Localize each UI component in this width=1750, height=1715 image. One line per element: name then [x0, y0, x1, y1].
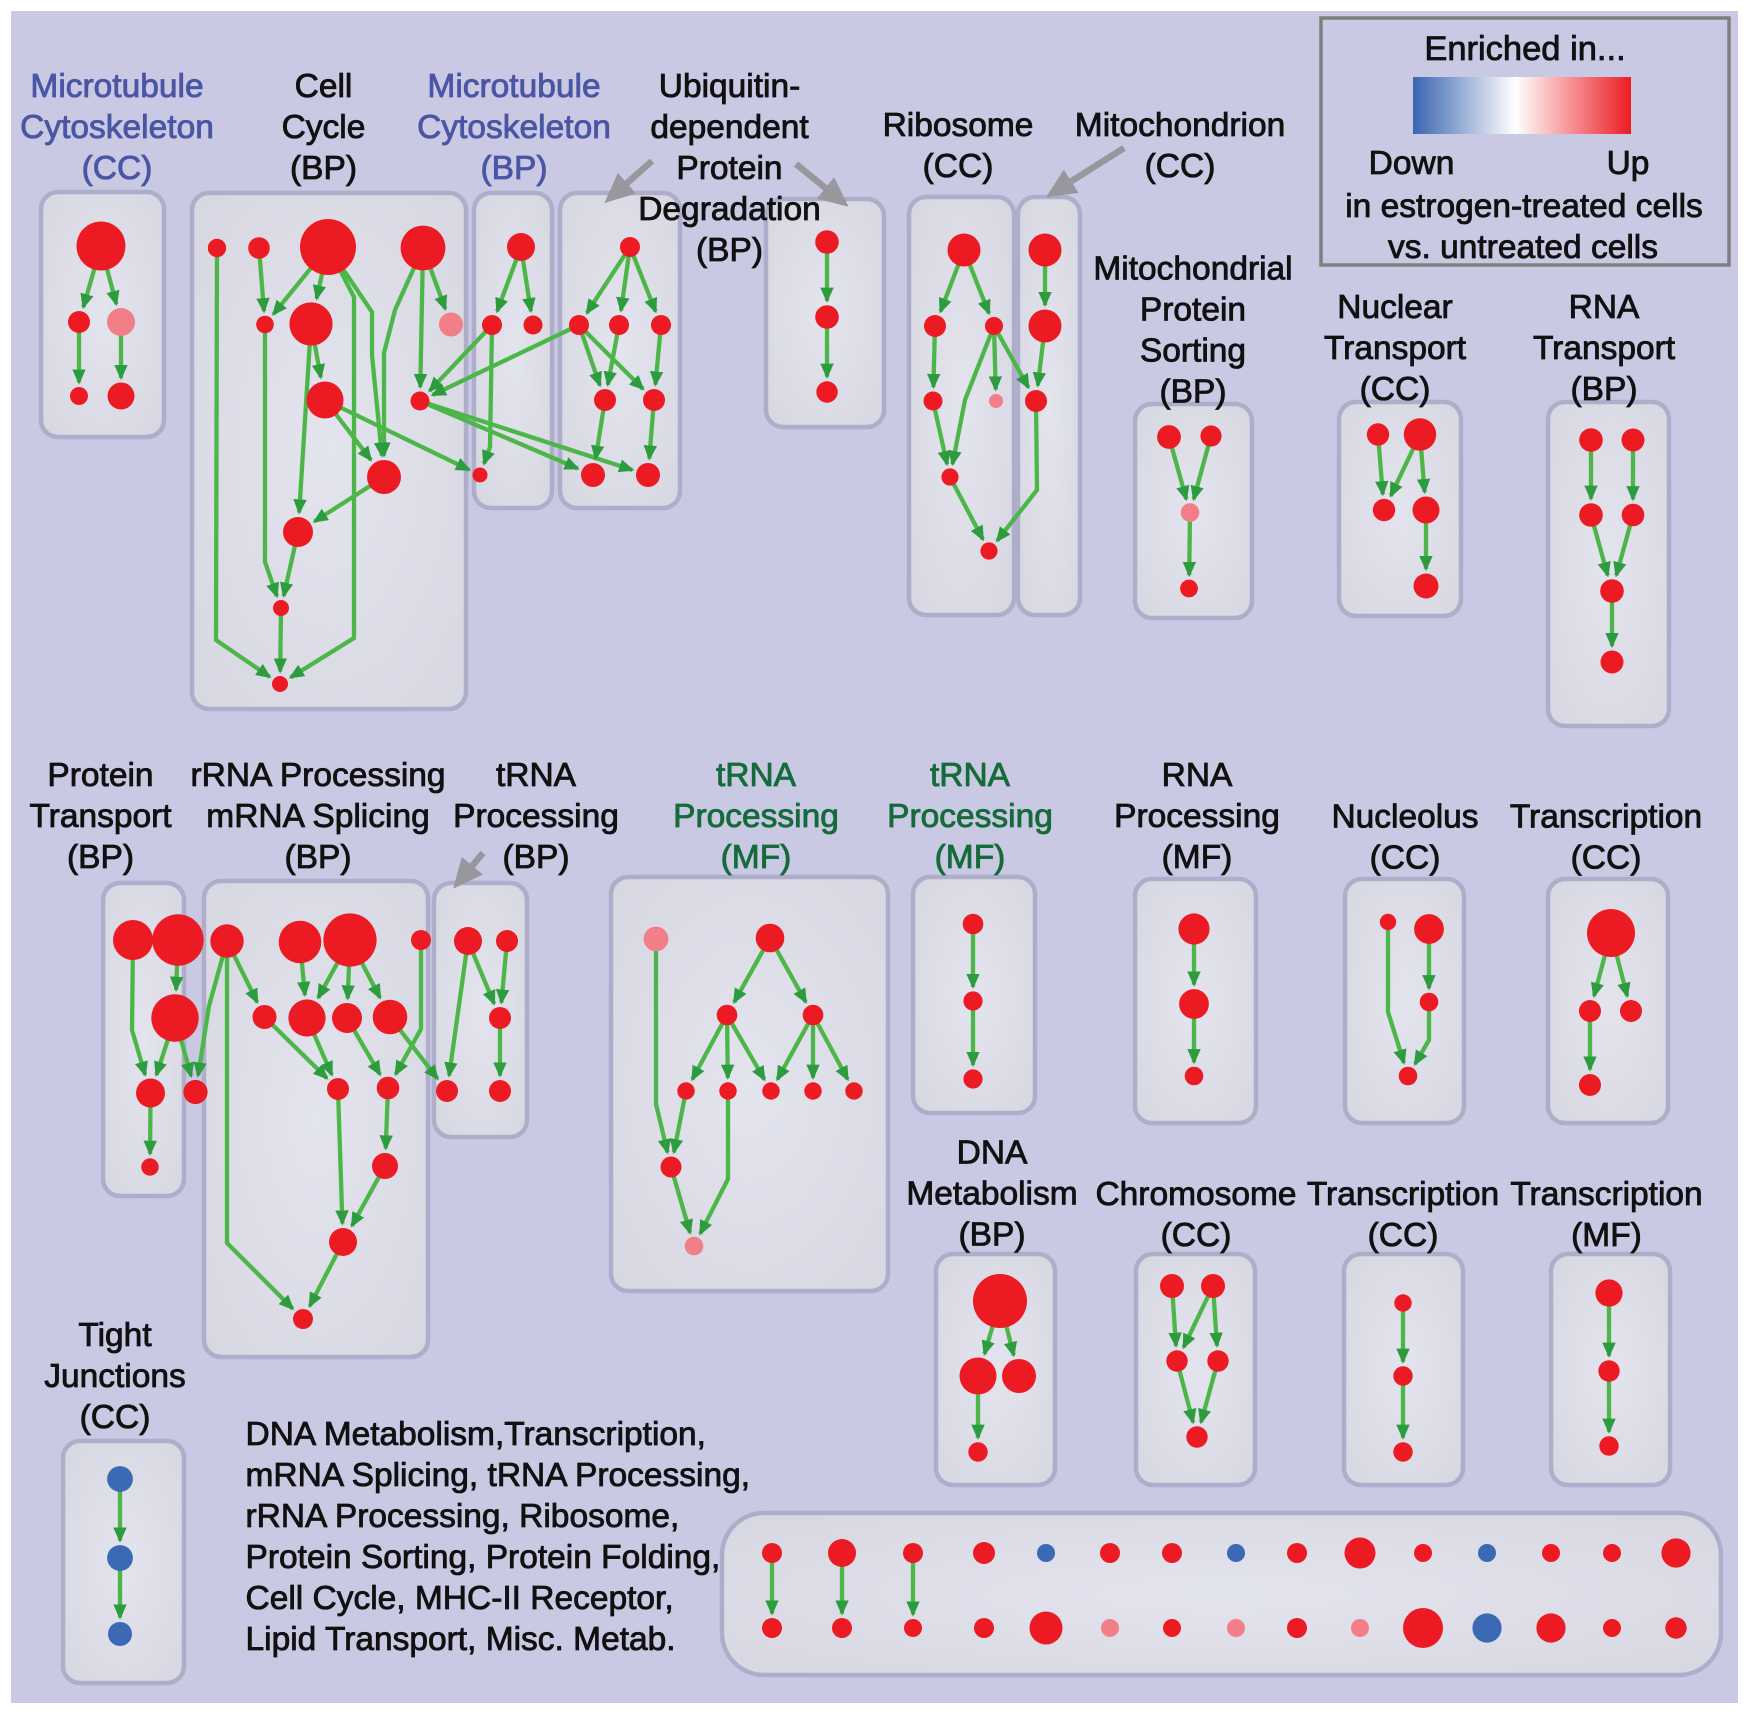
- svg-text:Down: Down: [1369, 145, 1455, 182]
- svg-text:DNA Metabolism,Transcription,: DNA Metabolism,Transcription,: [246, 1416, 706, 1453]
- svg-text:(CC): (CC): [1368, 1217, 1439, 1254]
- svg-text:Degradation: Degradation: [638, 191, 821, 228]
- svg-text:tRNA: tRNA: [716, 757, 797, 794]
- svg-text:rRNA Processing, Ribosome,: rRNA Processing, Ribosome,: [246, 1498, 680, 1535]
- svg-text:Junctions: Junctions: [44, 1358, 186, 1395]
- svg-text:Transcription: Transcription: [1510, 1176, 1702, 1213]
- svg-text:Cytoskeleton: Cytoskeleton: [417, 109, 611, 146]
- svg-text:Up: Up: [1607, 145, 1650, 182]
- svg-text:Protein: Protein: [1140, 292, 1246, 329]
- svg-text:Ribosome: Ribosome: [883, 107, 1034, 144]
- svg-text:Protein: Protein: [676, 150, 782, 187]
- svg-text:dependent: dependent: [650, 109, 809, 146]
- svg-text:vs. untreated cells: vs. untreated cells: [1388, 229, 1658, 266]
- svg-text:(BP): (BP): [285, 839, 352, 876]
- svg-text:tRNA: tRNA: [496, 757, 577, 794]
- svg-text:(CC): (CC): [80, 1399, 151, 1436]
- svg-text:(BP): (BP): [481, 150, 548, 187]
- svg-text:Mitochondrion: Mitochondrion: [1075, 107, 1285, 144]
- svg-text:Metabolism: Metabolism: [906, 1176, 1077, 1213]
- svg-text:(BP): (BP): [959, 1217, 1026, 1254]
- svg-text:Transcription: Transcription: [1307, 1176, 1499, 1213]
- svg-text:(CC): (CC): [1145, 148, 1216, 185]
- svg-text:Cytoskeleton: Cytoskeleton: [20, 109, 214, 146]
- svg-text:Enriched in...: Enriched in...: [1424, 30, 1625, 68]
- svg-text:Cycle: Cycle: [282, 109, 366, 146]
- svg-text:Microtubule: Microtubule: [30, 68, 203, 105]
- svg-text:Processing: Processing: [1114, 798, 1280, 835]
- svg-text:(CC): (CC): [923, 148, 994, 185]
- svg-text:(MF): (MF): [1571, 1217, 1642, 1254]
- svg-text:Processing: Processing: [887, 798, 1053, 835]
- svg-text:(CC): (CC): [82, 150, 153, 187]
- svg-text:Chromosome: Chromosome: [1095, 1176, 1296, 1213]
- svg-text:tRNA: tRNA: [930, 757, 1011, 794]
- svg-text:(CC): (CC): [1571, 840, 1642, 877]
- svg-text:Transcription: Transcription: [1510, 799, 1702, 836]
- svg-text:(MF): (MF): [721, 839, 792, 876]
- svg-text:(BP): (BP): [1571, 371, 1638, 408]
- svg-text:Nuclear: Nuclear: [1337, 289, 1452, 326]
- svg-text:RNA: RNA: [1569, 289, 1640, 326]
- svg-text:(BP): (BP): [503, 839, 570, 876]
- svg-text:mRNA Splicing, tRNA Processing: mRNA Splicing, tRNA Processing,: [246, 1457, 751, 1494]
- svg-text:DNA: DNA: [957, 1135, 1028, 1172]
- svg-text:Transport: Transport: [1533, 330, 1676, 367]
- svg-text:(MF): (MF): [1162, 839, 1233, 876]
- svg-text:(CC): (CC): [1161, 1217, 1232, 1254]
- svg-text:rRNA Processing: rRNA Processing: [190, 757, 445, 794]
- svg-text:(MF): (MF): [935, 839, 1006, 876]
- svg-text:Microtubule: Microtubule: [427, 68, 600, 105]
- svg-text:Protein: Protein: [47, 757, 153, 794]
- svg-text:Processing: Processing: [453, 798, 619, 835]
- svg-text:Transport: Transport: [29, 798, 172, 835]
- svg-text:Cell Cycle, MHC-II Receptor,: Cell Cycle, MHC-II Receptor,: [246, 1580, 674, 1617]
- svg-text:(BP): (BP): [696, 232, 763, 269]
- svg-text:Processing: Processing: [673, 798, 839, 835]
- svg-text:(BP): (BP): [1160, 374, 1227, 411]
- svg-text:(BP): (BP): [290, 150, 357, 187]
- svg-text:Sorting: Sorting: [1140, 333, 1246, 370]
- svg-text:Nucleolus: Nucleolus: [1331, 799, 1478, 836]
- svg-text:Mitochondrial: Mitochondrial: [1093, 251, 1292, 288]
- svg-text:Transport: Transport: [1324, 330, 1467, 367]
- svg-text:(CC): (CC): [1360, 371, 1431, 408]
- svg-text:mRNA Splicing: mRNA Splicing: [206, 798, 429, 835]
- svg-text:Lipid Transport, Misc. Metab.: Lipid Transport, Misc. Metab.: [246, 1621, 676, 1658]
- svg-text:Protein Sorting, Protein Foldi: Protein Sorting, Protein Folding,: [246, 1539, 721, 1576]
- svg-text:(BP): (BP): [67, 839, 134, 876]
- svg-text:(CC): (CC): [1370, 840, 1441, 877]
- svg-text:RNA: RNA: [1162, 757, 1233, 794]
- svg-text:Cell: Cell: [295, 68, 353, 105]
- svg-text:Ubiquitin-: Ubiquitin-: [659, 68, 801, 105]
- svg-text:Tight: Tight: [78, 1317, 152, 1354]
- svg-text:in estrogen-treated cells: in estrogen-treated cells: [1345, 188, 1703, 225]
